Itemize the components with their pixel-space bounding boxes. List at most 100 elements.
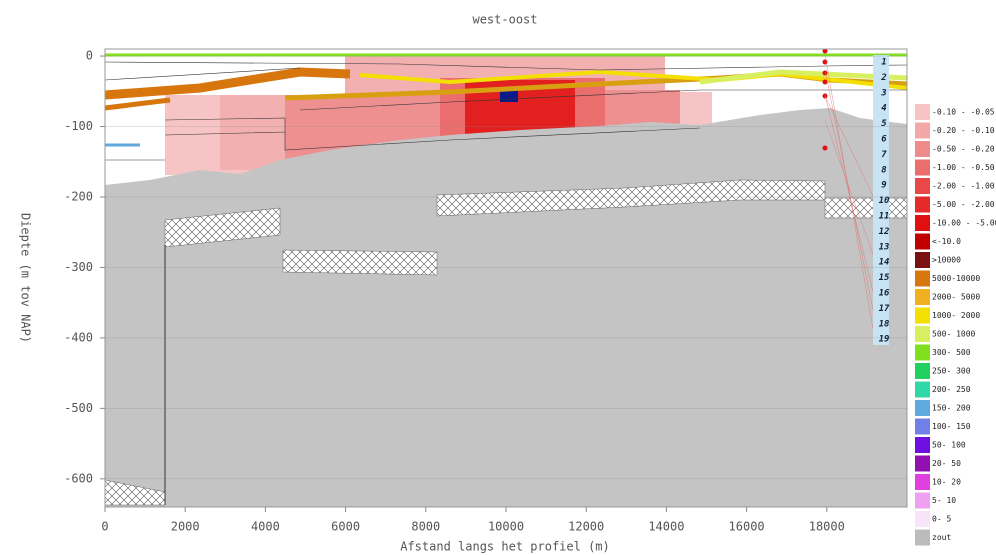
- y-tick-label: 0: [86, 49, 93, 63]
- layer-boundary: [104, 61, 908, 161]
- cell: [680, 92, 712, 130]
- legend-swatch: [915, 474, 930, 490]
- hatched-zone: [824, 197, 908, 219]
- x-tick-label: 2000: [171, 520, 200, 534]
- layer-band: [359, 69, 908, 90]
- legend-label: 100- 150: [932, 422, 971, 431]
- legend-swatch: [915, 122, 930, 139]
- legend-label: <-10.0: [932, 237, 961, 246]
- hatched-zone: [282, 249, 438, 276]
- layer-label: 9: [881, 181, 886, 191]
- chart-title: west-oost: [472, 13, 537, 27]
- layer-label: 15: [879, 273, 890, 283]
- legend-swatch: [915, 159, 930, 176]
- connector: [824, 54, 876, 341]
- legend-swatch: [915, 196, 930, 213]
- legend-swatch: [915, 529, 930, 546]
- layer-label: 7: [881, 150, 887, 160]
- y-axis-label: Diepte (m tov NAP): [19, 213, 33, 343]
- legend-label: 0- 5: [932, 515, 951, 524]
- legend-swatch: [915, 178, 930, 194]
- legend-swatch: [915, 344, 930, 361]
- y-tick-label: -600: [64, 471, 93, 485]
- x-tick-label: 18000: [809, 520, 845, 534]
- legend-swatch: [915, 437, 930, 453]
- legend-label: -1.00 - -0.50: [932, 163, 995, 172]
- x-tick-label: 8000: [411, 520, 440, 534]
- layer-band: [699, 69, 908, 85]
- layer-band: [104, 67, 351, 100]
- layer-label: 14: [879, 258, 890, 268]
- legend-swatch: [915, 418, 930, 435]
- layer-label: 19: [879, 335, 890, 345]
- legend-label: 150- 200: [932, 404, 971, 413]
- legend-swatch: [915, 492, 930, 509]
- layer-label: 17: [879, 304, 890, 314]
- layer-label: 3: [880, 88, 886, 98]
- legend-label: 300- 500: [932, 348, 971, 357]
- x-tick-label: 0: [101, 520, 108, 534]
- layer-label: 6: [881, 135, 887, 145]
- layer-label: 8: [881, 165, 886, 175]
- legend-label: 20- 50: [932, 459, 961, 468]
- x-axis-label: Afstand langs het profiel (m): [400, 540, 610, 554]
- legend-swatch: [915, 326, 930, 342]
- x-tick-label: 16000: [729, 520, 765, 534]
- legend-label: -0.10 - -0.05: [932, 108, 995, 117]
- legend-label: zout: [932, 533, 951, 542]
- legend-swatch: [915, 215, 930, 231]
- legend-swatch: [915, 270, 930, 287]
- layer-label: 2: [880, 73, 886, 83]
- legend-label: >10000: [932, 256, 961, 265]
- legend-swatch: [915, 381, 930, 398]
- legend-label: 2000- 5000: [932, 293, 980, 302]
- layer-label: 1: [881, 58, 886, 68]
- legend-label: -10.00 - -5.00: [932, 219, 996, 228]
- x-tick-label: 10000: [488, 520, 524, 534]
- x-tick-label: 12000: [568, 520, 604, 534]
- legend-swatch: [915, 141, 930, 157]
- y-tick-label: -100: [64, 119, 93, 133]
- legend-swatch: [915, 511, 930, 527]
- legend-label: 1000- 2000: [932, 311, 980, 320]
- legend-swatch: [915, 252, 930, 268]
- hatched-zone: [164, 207, 281, 248]
- observation-points: [822, 48, 828, 151]
- plot-area: [104, 48, 908, 508]
- legend-label: -2.00 - -1.00: [932, 182, 995, 191]
- x-tick-label: 14000: [648, 520, 684, 534]
- legend-swatch: [915, 363, 930, 379]
- y-tick-label: -400: [64, 330, 93, 344]
- legend-label: 50- 100: [932, 441, 966, 450]
- legend-swatch: [915, 307, 930, 324]
- y-tick-label: -500: [64, 401, 93, 415]
- y-tick-label: -200: [64, 189, 93, 203]
- legend-swatch: [915, 104, 930, 120]
- y-tick-label: -300: [64, 260, 93, 274]
- layer-label: 5: [881, 119, 887, 129]
- legend-label: 250- 300: [932, 367, 971, 376]
- salt-body: [105, 108, 907, 507]
- legend-label: 10- 20: [932, 478, 961, 487]
- layer-label: 12: [879, 227, 890, 237]
- layer-label: 11: [879, 212, 890, 222]
- legend-swatch: [915, 289, 930, 305]
- layer-label: 16: [879, 289, 890, 299]
- legend-label: 5000-10000: [932, 274, 980, 283]
- legend-label: -5.00 - -2.00: [932, 200, 995, 209]
- legend-label: 500- 1000: [932, 330, 976, 339]
- legend-swatch: [915, 233, 930, 250]
- legend-label: -0.20 - -0.10: [932, 126, 995, 135]
- layer-label: 10: [879, 196, 890, 206]
- legend-swatch: [915, 400, 930, 416]
- layer-column: [873, 55, 889, 345]
- layer-band: [104, 97, 171, 111]
- legend-label: 200- 250: [932, 385, 971, 394]
- layer-label: 13: [879, 242, 890, 252]
- legend-label: -0.50 - -0.20: [932, 145, 995, 154]
- layer-label: 4: [881, 104, 886, 114]
- x-tick-label: 4000: [251, 520, 280, 534]
- x-tick-label: 6000: [331, 520, 360, 534]
- layer-label: 18: [879, 319, 890, 329]
